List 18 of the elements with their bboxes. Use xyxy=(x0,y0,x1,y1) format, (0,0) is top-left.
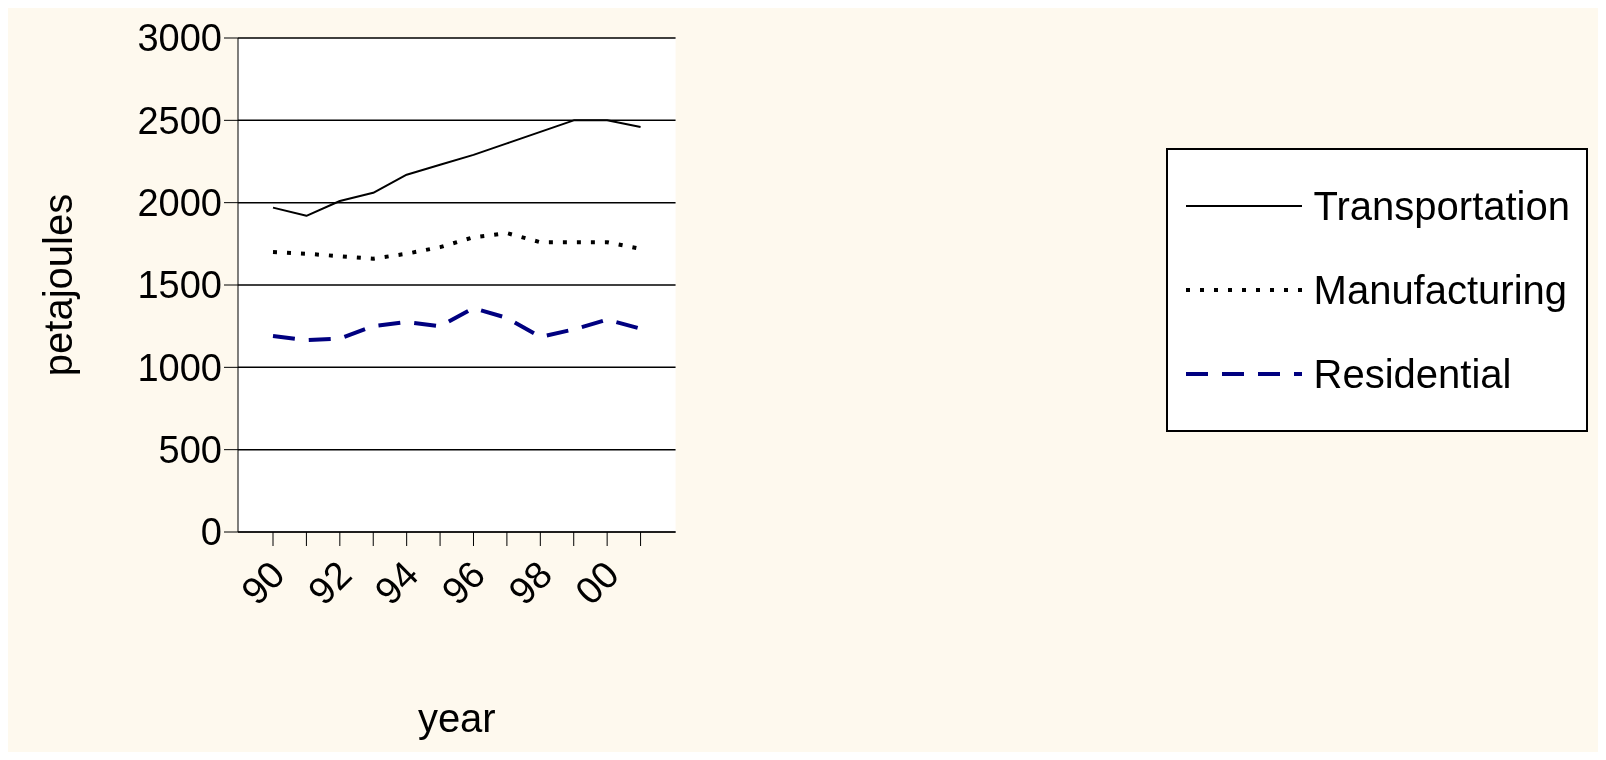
x-tick-label: 00 xyxy=(567,553,627,613)
legend-label: Manufacturing xyxy=(1313,267,1568,313)
legend-label: Transportation xyxy=(1313,183,1570,229)
y-tick-label: 2500 xyxy=(137,99,222,142)
x-axis-title: year xyxy=(417,696,496,740)
x-tick-label: 98 xyxy=(500,553,561,613)
y-tick-label: 500 xyxy=(158,429,222,472)
x-tick-label: 96 xyxy=(433,553,494,613)
y-tick-label: 0 xyxy=(200,511,222,554)
y-tick-label: 3000 xyxy=(137,17,222,60)
x-tick-label: 94 xyxy=(366,553,427,613)
y-tick-label: 2000 xyxy=(137,182,222,225)
x-tick-label: 92 xyxy=(299,553,360,613)
y-tick-label: 1500 xyxy=(137,264,222,307)
y-axis-title: petajoules xyxy=(36,193,81,377)
x-tick-label: 90 xyxy=(233,553,293,613)
legend-label: Residential xyxy=(1313,351,1512,397)
y-tick-label: 1000 xyxy=(137,346,222,389)
